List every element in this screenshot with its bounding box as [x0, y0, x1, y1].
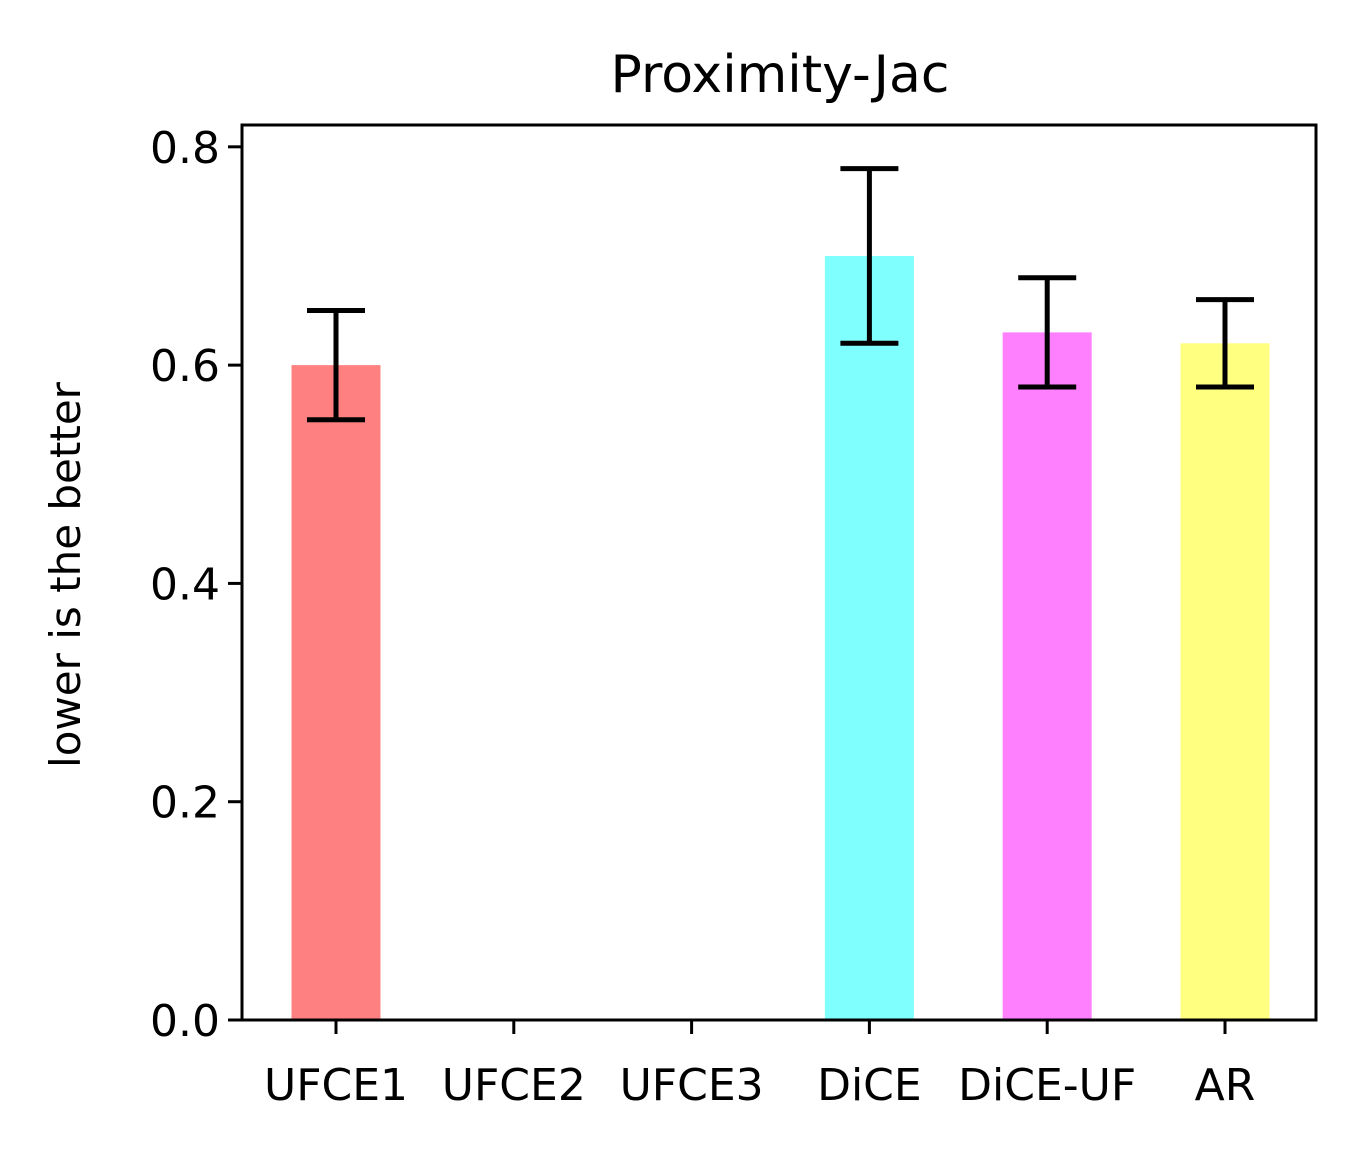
bar-ufce1 [291, 365, 381, 1020]
x-axis: UFCE1 UFCE2 UFCE3 DiCE DiCE-UF AR [264, 1020, 1255, 1111]
x-tick-label-dice: DiCE [817, 1060, 922, 1111]
bars-group [291, 255, 1270, 1021]
x-tick-label-ufce2: UFCE2 [442, 1060, 586, 1111]
bar-ar [1180, 343, 1270, 1020]
bar-dice [824, 255, 914, 1021]
bar-dice-uf [1002, 332, 1092, 1020]
plot-frame [240, 123, 1318, 1022]
x-tick-label-ufce3: UFCE3 [620, 1060, 764, 1111]
y-axis: 0.0 0.2 0.4 0.6 0.8 [150, 123, 242, 1047]
y-tick-label-0.0: 0.0 [150, 996, 220, 1047]
y-axis-label: lower is the better [41, 381, 90, 768]
y-tick-label-0.2: 0.2 [150, 778, 220, 829]
y-tick-label-0.8: 0.8 [150, 123, 220, 174]
x-tick-label-ufce1: UFCE1 [264, 1060, 408, 1111]
error-bars-group [307, 166, 1254, 423]
y-tick-label-0.6: 0.6 [150, 341, 220, 392]
y-tick-label-0.4: 0.4 [150, 559, 220, 610]
x-tick-label-dice-uf: DiCE-UF [958, 1060, 1136, 1111]
chart-title: Proximity-Jac [611, 45, 950, 105]
x-tick-label-ar: AR [1195, 1060, 1256, 1111]
